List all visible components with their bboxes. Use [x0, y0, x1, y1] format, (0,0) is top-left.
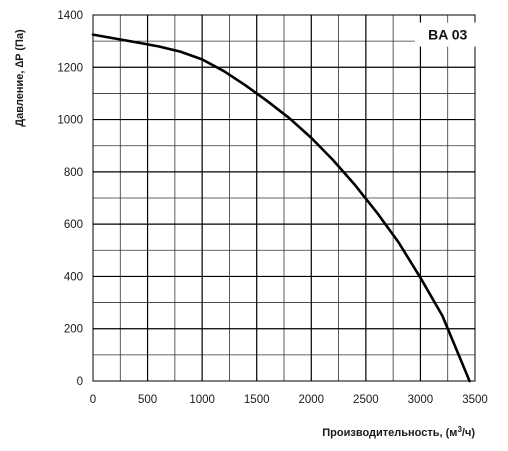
x-axis-title: Производительность, (м3/ч) — [322, 425, 475, 440]
x-tick-label: 2500 — [353, 394, 379, 406]
y-tick-label: 600 — [64, 219, 83, 231]
y-tick-label: 200 — [64, 324, 83, 336]
y-tick-label: 0 — [77, 376, 83, 388]
y-tick-label: 800 — [64, 167, 83, 179]
x-tick-label: 2000 — [298, 394, 324, 406]
x-tick-label: 0 — [90, 394, 96, 406]
series-badge: BA 03 — [414, 22, 481, 47]
minor-grid — [93, 15, 475, 381]
major-grid — [93, 15, 475, 381]
x-tick-labels: 0 500 1000 1500 2000 2500 3000 3500 — [90, 394, 488, 406]
series-badge-box — [414, 22, 481, 47]
y-axis-title: Давление, ∆P (Па) — [14, 29, 26, 127]
y-tick-label: 1400 — [57, 10, 83, 22]
x-tick-label: 1000 — [189, 394, 215, 406]
y-tick-label: 400 — [64, 271, 83, 283]
y-tick-label: 1200 — [57, 62, 83, 74]
x-tick-label: 500 — [138, 394, 157, 406]
series-line — [91, 33, 471, 383]
series-label: BA 03 — [428, 26, 467, 42]
y-tick-label: 1000 — [57, 115, 83, 127]
y-tick-labels: 0 200 400 600 800 1000 1200 1400 — [57, 10, 83, 388]
plot-frame — [92, 14, 476, 382]
x-tick-label: 3500 — [462, 394, 488, 406]
x-tick-label: 1500 — [244, 394, 270, 406]
x-tick-label: 3000 — [408, 394, 434, 406]
